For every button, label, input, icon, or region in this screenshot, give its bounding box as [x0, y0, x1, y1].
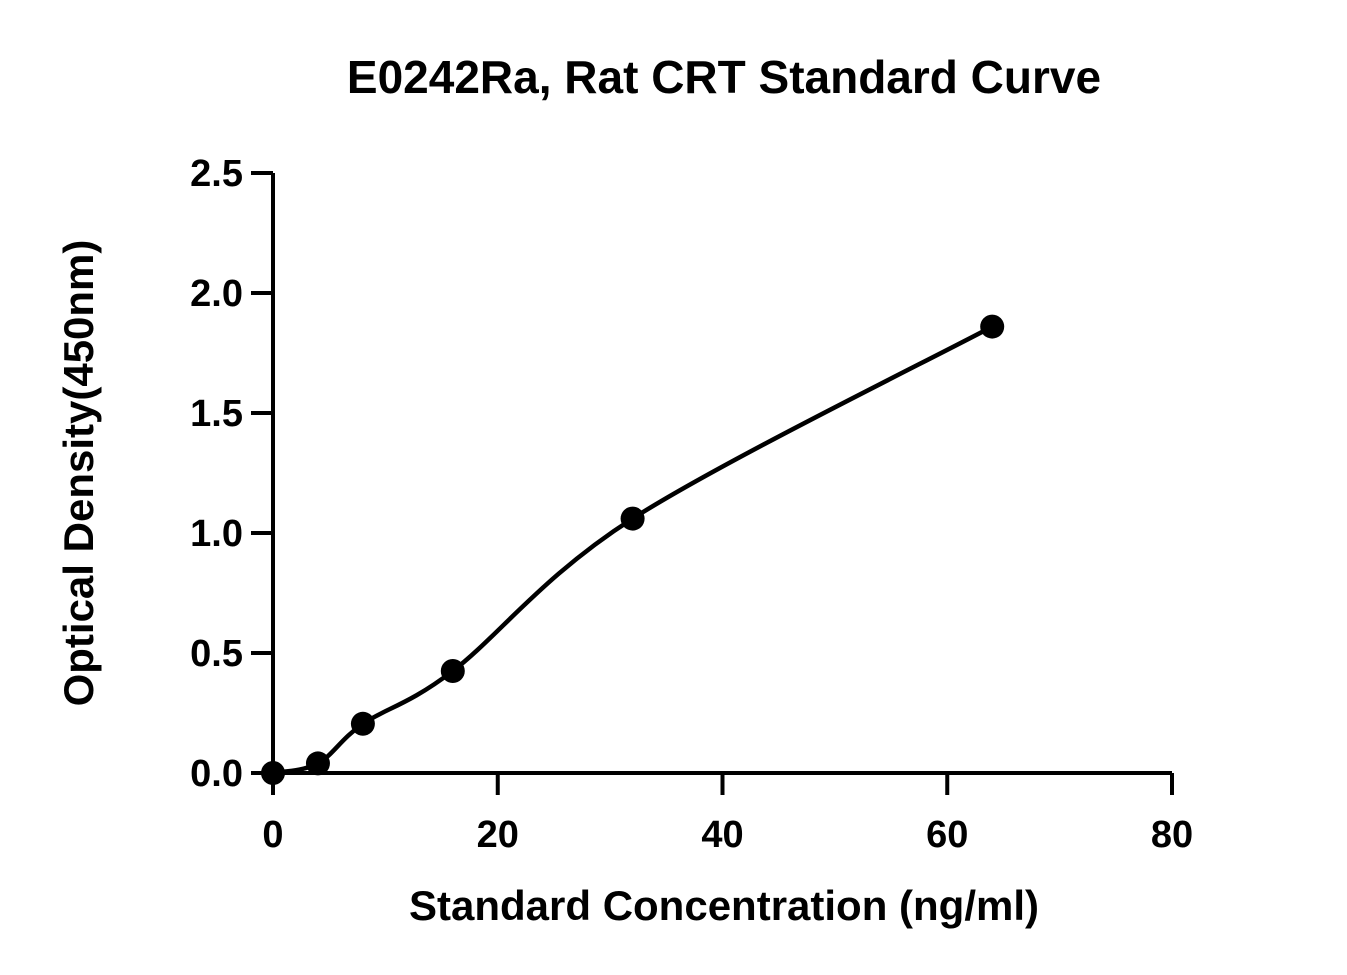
data-point — [350, 711, 375, 736]
x-tick-label: 20 — [477, 814, 519, 856]
x-tick-label: 60 — [926, 814, 968, 856]
data-point — [261, 761, 285, 785]
x-tick-label: 80 — [1151, 814, 1193, 856]
x-tick-label: 40 — [701, 814, 743, 856]
fit-curve-layer — [270, 324, 995, 776]
data-point — [305, 751, 330, 776]
fit-curve — [270, 324, 995, 776]
data-point — [620, 506, 645, 531]
y-tick-label: 1.0 — [190, 513, 243, 555]
data-point — [440, 659, 465, 683]
y-tick-label: 2.5 — [190, 153, 243, 195]
x-tick-label: 0 — [262, 814, 283, 856]
y-tick-label: 2.0 — [190, 273, 243, 315]
y-tick-label: 0.0 — [190, 753, 243, 795]
chart-title: E0242Ra, Rat CRT Standard Curve — [347, 51, 1101, 103]
data-points — [261, 314, 1005, 785]
data-point — [980, 314, 1005, 339]
y-axis-label: Optical Density(450nm) — [55, 240, 102, 707]
x-axis-label: Standard Concentration (ng/ml) — [409, 882, 1039, 929]
axes: 0.0 0.5 1.0 1.5 2.0 2.5 0 20 40 60 80 — [190, 153, 1193, 856]
y-tick-label: 1.5 — [190, 393, 243, 435]
y-tick-label: 0.5 — [190, 633, 243, 675]
